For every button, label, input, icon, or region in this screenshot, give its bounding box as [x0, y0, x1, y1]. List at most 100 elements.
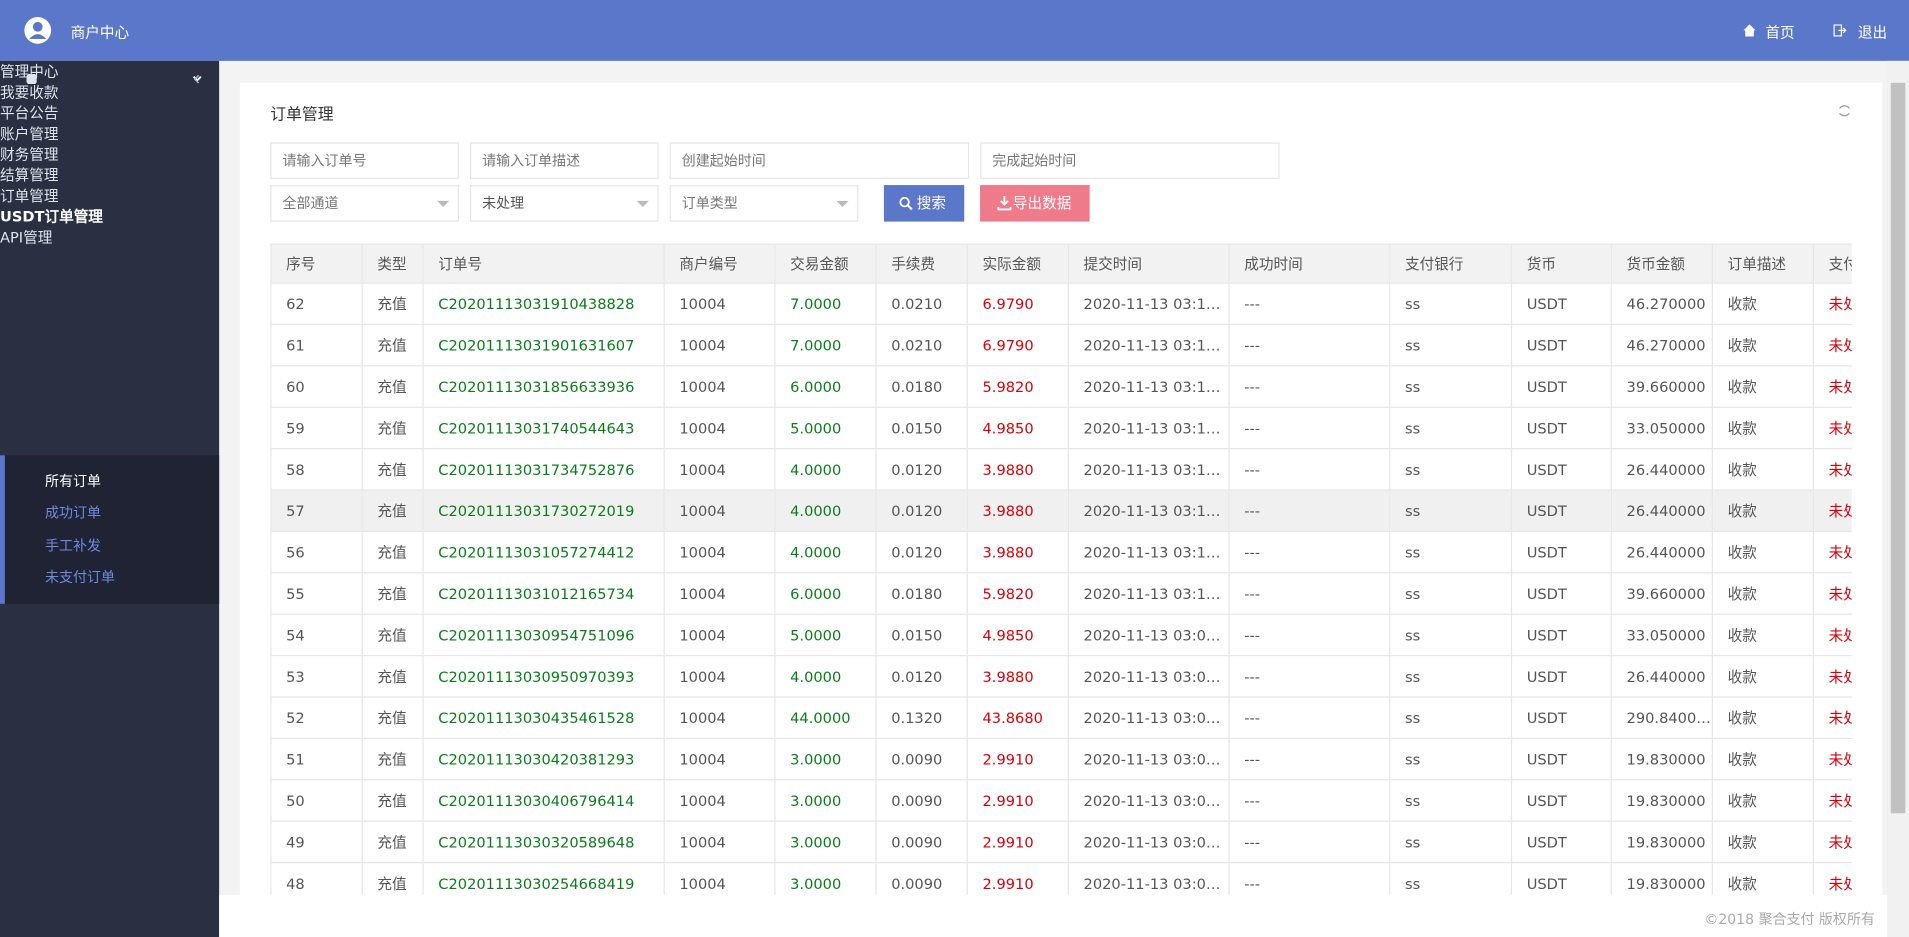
column-header[interactable]: 货币金额 [1610, 243, 1713, 284]
table-cell: 收款 [1711, 655, 1815, 698]
table-cell: 未处理 [1812, 861, 1852, 895]
menu-item[interactable]: 结算管理 [0, 74, 219, 185]
column-header[interactable]: 实际金额 [966, 243, 1069, 284]
select[interactable]: 未处理 [469, 185, 659, 222]
table-row[interactable]: 54 充值 C20201113030954751096 10004 5.0000 0.01… [270, 613, 1852, 657]
column-header[interactable]: 提交时间 [1067, 243, 1230, 284]
column-header[interactable]: 成功时间 [1228, 243, 1391, 284]
table-cell: 54 [270, 613, 363, 657]
nav-home[interactable]: 首页 [1765, 24, 1795, 42]
table-row[interactable]: 53 充值 C20201113030950970393 10004 4.0000 0.01… [270, 655, 1852, 698]
select[interactable]: 订单类型 [669, 185, 859, 222]
text-input[interactable]: 请输入订单号 [270, 142, 459, 179]
table-cell: 未处理 [1812, 365, 1852, 408]
table-cell: 0.0090 [875, 861, 968, 895]
table-cell: --- [1228, 489, 1391, 533]
table-cell: 未处理 [1812, 572, 1852, 615]
column-header[interactable]: 手续费 [875, 243, 968, 284]
column-header[interactable]: 序号 [270, 243, 363, 284]
table-row[interactable]: 50 充值 C20201113030406796414 10004 3.0000 0.00… [270, 779, 1852, 822]
chevron [193, 75, 199, 84]
submenu-item[interactable]: 手工补发 [45, 536, 102, 554]
table-row[interactable]: 60 充值 C20201113031856633936 10004 6.0000 0.01… [270, 365, 1852, 408]
table-cell: 0.0120 [875, 530, 968, 574]
table-cell: USDT [1510, 489, 1612, 533]
menu-item[interactable]: USDT订单管理 [0, 74, 219, 227]
submenu-item[interactable]: 所有订单 [45, 472, 102, 490]
column-header[interactable]: 支付状态 [1812, 243, 1852, 284]
table-cell: USDT [1510, 613, 1612, 657]
submenu-item[interactable]: 成功订单 [45, 504, 102, 522]
table-row[interactable]: 55 充值 C20201113031012165734 10004 6.0000 0.01… [270, 572, 1852, 615]
table-cell: 0.0090 [875, 737, 968, 781]
scroll-thumb[interactable] [1890, 82, 1906, 814]
table-cell: 44.0000 [774, 696, 877, 740]
table-cell: C20201113030406796414 [422, 779, 665, 822]
table-cell: 3.9880 [966, 489, 1069, 533]
table-cell: ss [1389, 613, 1513, 657]
column-header[interactable]: 支付银行 [1389, 243, 1513, 284]
table-cell: 7.0000 [774, 282, 877, 326]
table-cell: 2020-11-13 03:09:54 [1067, 613, 1230, 657]
menu-label: 订单管理 [0, 187, 59, 205]
table-cell: --- [1228, 323, 1391, 367]
table-cell: 4.9850 [966, 613, 1069, 657]
table-row[interactable]: 48 充值 C20201113030254668419 10004 3.0000 0.00… [270, 861, 1852, 895]
menu-item[interactable]: 财务管理 [0, 74, 219, 165]
table-row[interactable]: 62 充值 C20201113031910438828 10004 7.0000 0.02… [270, 282, 1852, 326]
table-row[interactable]: 49 充值 C20201113030320589648 10004 3.0000 0.00… [270, 820, 1852, 864]
table-row[interactable]: 57 充值 C20201113031730272019 10004 4.0000 0.01… [270, 489, 1852, 533]
submenu-item[interactable]: 未支付订单 [45, 568, 116, 586]
table-cell: 充值 [361, 655, 424, 698]
table-cell: 2020-11-13 03:03:20 [1067, 820, 1230, 864]
table-cell: USDT [1510, 282, 1612, 326]
nav-logout[interactable]: 退出 [1857, 24, 1888, 42]
table-row[interactable]: 59 充值 C20201113031740544643 10004 5.0000 0.01… [270, 406, 1852, 450]
column-header[interactable]: 货币 [1510, 243, 1612, 284]
menu-item[interactable]: 订单管理 [0, 74, 219, 206]
table-row[interactable]: 51 充值 C20201113030420381293 10004 3.0000 0.00… [270, 737, 1852, 781]
table-cell: 0.0210 [875, 282, 968, 326]
table-row[interactable]: 52 充值 C20201113030435461528 10004 44.0000 0.1… [270, 696, 1852, 740]
table-row[interactable]: 61 充值 C20201113031901631607 10004 7.0000 0.02… [270, 323, 1852, 367]
table-cell: --- [1228, 365, 1391, 408]
table-cell: 26.440000 [1610, 655, 1713, 698]
home-icon [1743, 24, 1756, 37]
table-cell: 10004 [663, 737, 776, 781]
text-input[interactable]: 完成起始时间 [980, 142, 1280, 179]
table-cell: 46.270000 [1610, 323, 1713, 367]
card-title: 订单管理 [270, 105, 334, 125]
menu-item[interactable]: 账户管理 [0, 74, 219, 144]
table-cell: 0.0090 [875, 779, 968, 822]
column-header[interactable]: 商户编号 [663, 243, 776, 284]
table-cell: 10004 [663, 779, 776, 822]
table-row[interactable]: 56 充值 C20201113031057274412 10004 4.0000 0.01… [270, 530, 1852, 574]
table-cell: C20201113030420381293 [422, 737, 665, 781]
table-cell: 10004 [663, 365, 776, 408]
table-cell: 19.830000 [1610, 820, 1713, 864]
table-cell: ss [1389, 530, 1513, 574]
table-cell: 未处理 [1812, 530, 1852, 574]
menu-item[interactable]: API管理 [0, 74, 219, 247]
table-cell: 0.0120 [875, 489, 968, 533]
table-cell: 4.0000 [774, 655, 877, 698]
select[interactable]: 全部通道 [270, 185, 459, 222]
search-button[interactable]: 搜索 [883, 185, 965, 222]
text-input[interactable]: 请输入订单描述 [469, 142, 659, 179]
scrollbar[interactable] [1887, 60, 1909, 937]
column-header[interactable]: 订单描述 [1711, 243, 1815, 284]
table-row[interactable]: 58 充值 C20201113031734752876 10004 4.0000 0.01… [270, 448, 1852, 491]
table-cell: USDT [1510, 861, 1612, 895]
column-header[interactable]: 交易金额 [774, 243, 877, 284]
table-cell: 33.050000 [1610, 406, 1713, 450]
column-header[interactable]: 类型 [361, 243, 424, 284]
column-header[interactable]: 订单号 [422, 243, 665, 284]
table-cell: 2.9910 [966, 820, 1069, 864]
menu-item[interactable]: 平台公告 [0, 74, 219, 123]
text-input[interactable]: 创建起始时间 [669, 142, 970, 179]
table-cell: 2020-11-13 03:17:40 [1067, 406, 1230, 450]
refresh-icon[interactable] [1837, 103, 1852, 118]
table-cell: 收款 [1711, 365, 1815, 408]
export-button[interactable]: 导出数据 [980, 185, 1090, 222]
